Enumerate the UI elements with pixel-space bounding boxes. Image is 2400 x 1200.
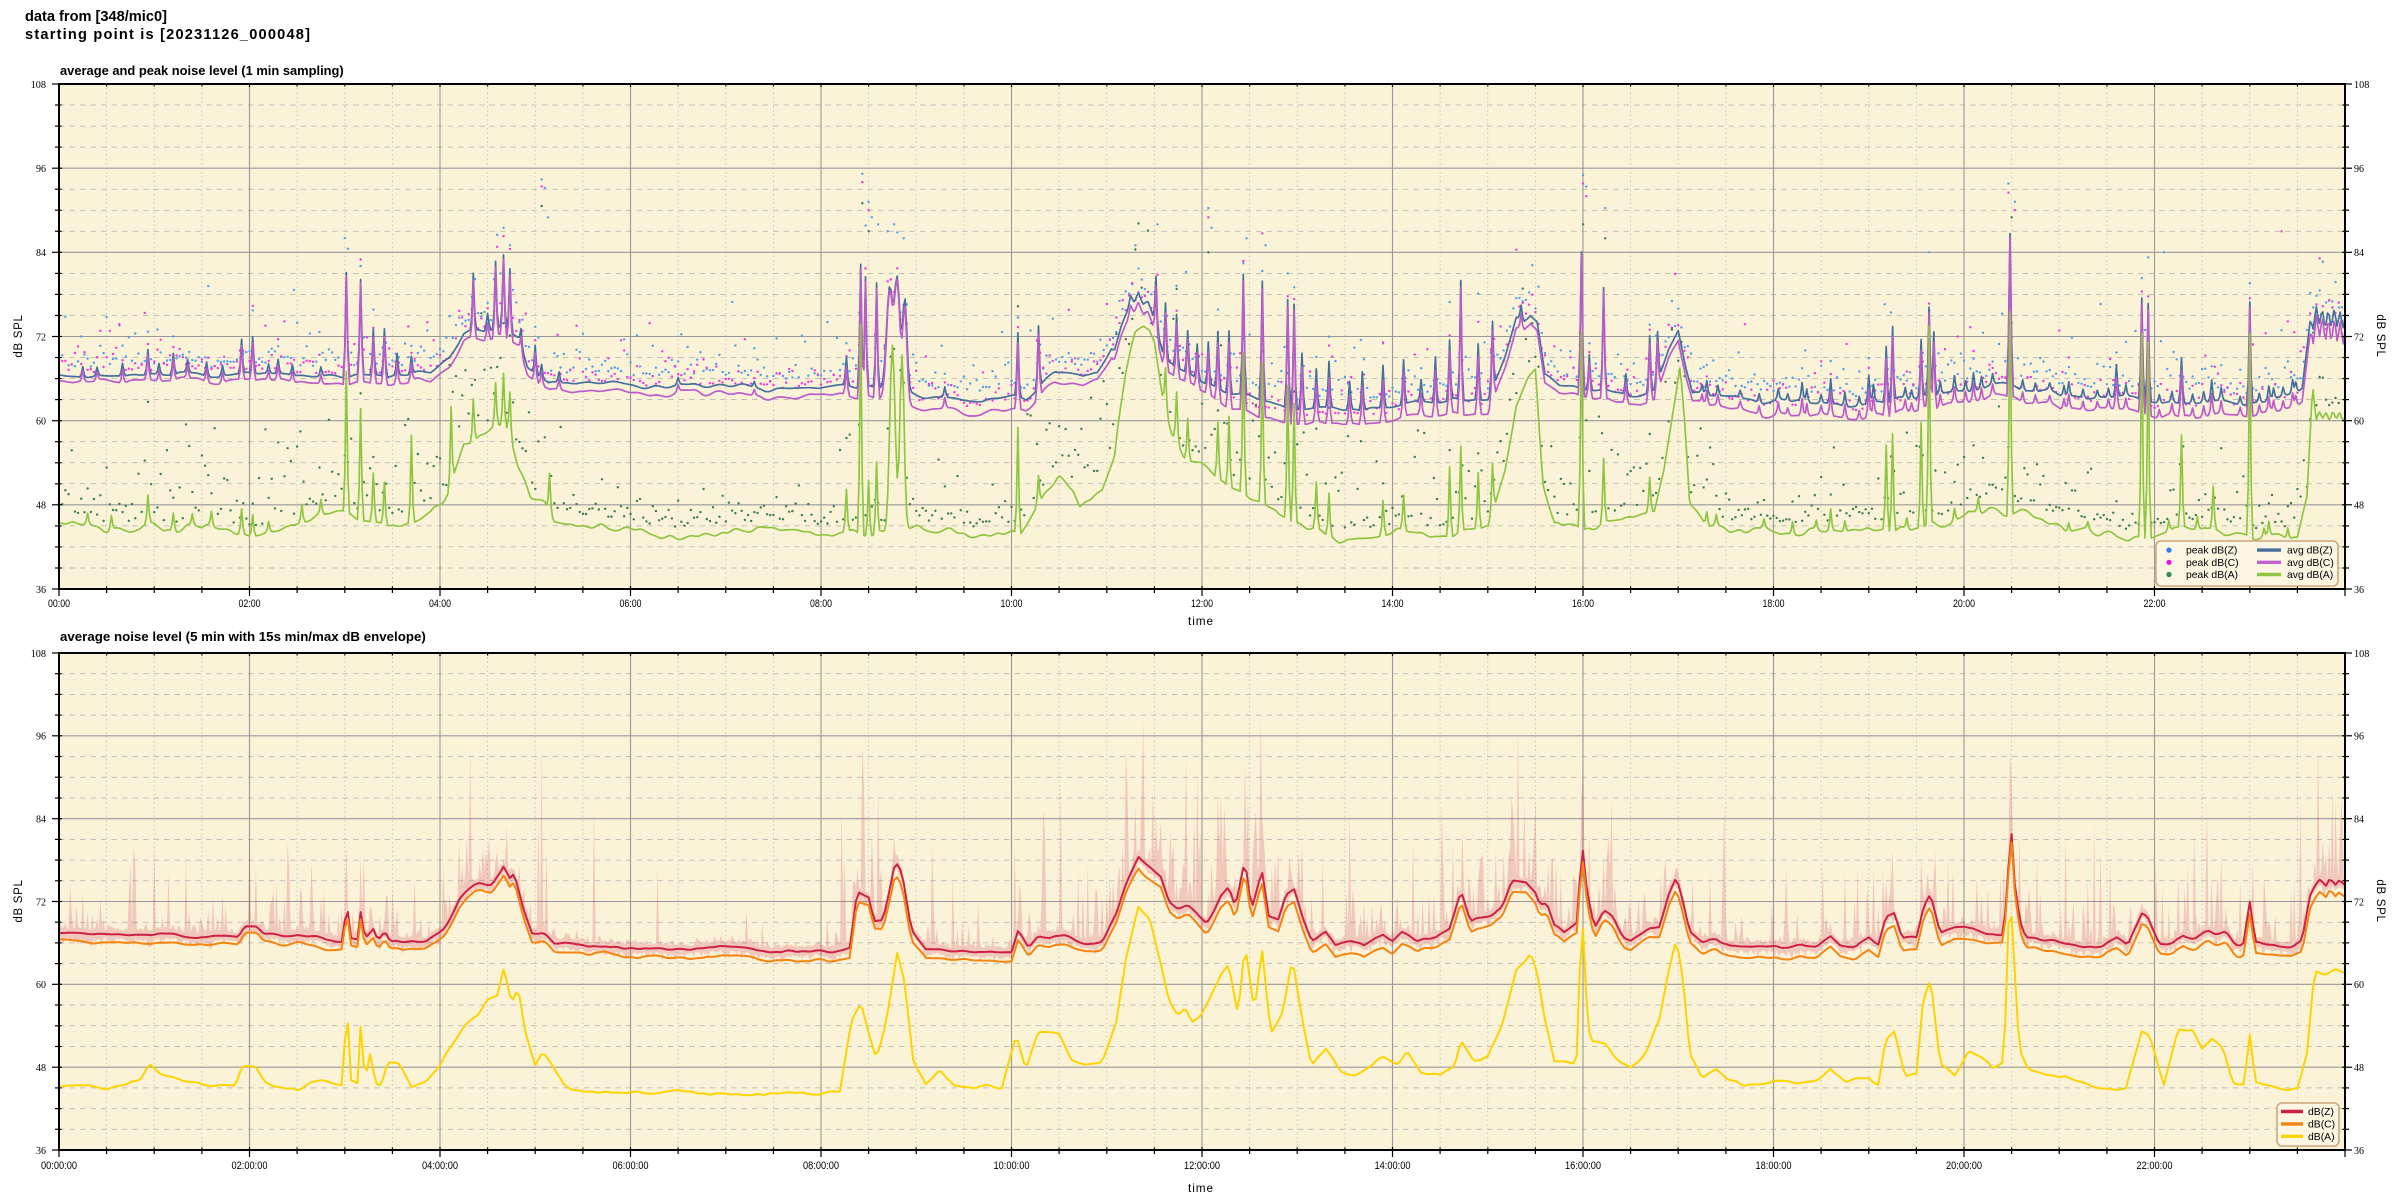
svg-text:36: 36 — [2354, 1145, 2365, 1157]
svg-text:08:00:00: 08:00:00 — [803, 1160, 839, 1172]
svg-text:peak dB(Z): peak dB(Z) — [2186, 546, 2237, 557]
svg-text:48: 48 — [2354, 500, 2364, 512]
svg-text:96: 96 — [36, 163, 47, 175]
svg-text:04:00:00: 04:00:00 — [422, 1160, 458, 1172]
svg-text:02:00: 02:00 — [239, 598, 261, 610]
svg-text:96: 96 — [2354, 731, 2365, 743]
svg-text:dB SPL: dB SPL — [13, 314, 25, 357]
svg-text:10:00:00: 10:00:00 — [994, 1160, 1030, 1172]
svg-text:16:00:00: 16:00:00 — [1565, 1160, 1601, 1172]
svg-text:48: 48 — [2354, 1062, 2364, 1074]
svg-text:84: 84 — [2354, 814, 2365, 826]
svg-text:72: 72 — [2354, 331, 2364, 343]
svg-text:time: time — [1188, 614, 1214, 628]
svg-text:20:00: 20:00 — [1953, 598, 1975, 610]
svg-text:84: 84 — [36, 247, 47, 259]
svg-text:starting point is [20231126_00: starting point is [20231126_000048] — [25, 27, 311, 43]
svg-text:dB SPL: dB SPL — [2374, 314, 2386, 357]
svg-text:84: 84 — [2354, 247, 2365, 259]
svg-text:06:00: 06:00 — [620, 598, 642, 610]
svg-text:peak dB(A): peak dB(A) — [2186, 570, 2238, 581]
svg-text:60: 60 — [2354, 979, 2364, 991]
svg-text:avg dB(C): avg dB(C) — [2287, 558, 2334, 569]
svg-text:14:00: 14:00 — [1382, 598, 1404, 610]
svg-text:72: 72 — [36, 896, 46, 908]
svg-text:60: 60 — [36, 979, 46, 991]
svg-text:00:00: 00:00 — [48, 598, 70, 610]
svg-text:72: 72 — [2354, 896, 2364, 908]
svg-text:dB(Z): dB(Z) — [2308, 1107, 2334, 1118]
svg-text:36: 36 — [36, 1145, 47, 1157]
svg-text:36: 36 — [36, 584, 47, 596]
svg-text:22:00:00: 22:00:00 — [2137, 1160, 2173, 1172]
svg-text:96: 96 — [2354, 163, 2365, 175]
svg-text:72: 72 — [36, 331, 46, 343]
svg-text:dB(A): dB(A) — [2308, 1132, 2335, 1143]
svg-text:avg dB(A): avg dB(A) — [2287, 570, 2333, 581]
svg-text:14:00:00: 14:00:00 — [1375, 1160, 1411, 1172]
svg-text:average and peak noise level (: average and peak noise level (1 min samp… — [60, 63, 344, 78]
svg-text:84: 84 — [36, 814, 47, 826]
svg-text:18:00:00: 18:00:00 — [1756, 1160, 1792, 1172]
svg-text:avg dB(Z): avg dB(Z) — [2287, 546, 2333, 557]
svg-text:08:00: 08:00 — [810, 598, 832, 610]
svg-text:00:00:00: 00:00:00 — [41, 1160, 77, 1172]
svg-text:dB SPL: dB SPL — [13, 879, 25, 922]
svg-text:dB(C): dB(C) — [2308, 1119, 2335, 1130]
svg-text:36: 36 — [2354, 584, 2365, 596]
svg-text:48: 48 — [36, 1062, 46, 1074]
svg-text:06:00:00: 06:00:00 — [613, 1160, 649, 1172]
svg-text:16:00: 16:00 — [1572, 598, 1594, 610]
svg-text:12:00: 12:00 — [1191, 598, 1213, 610]
svg-text:96: 96 — [36, 731, 47, 743]
svg-text:108: 108 — [31, 79, 46, 91]
svg-text:20:00:00: 20:00:00 — [1946, 1160, 1982, 1172]
svg-text:48: 48 — [36, 500, 46, 512]
svg-text:average noise level (5 min wit: average noise level (5 min with 15s min/… — [60, 629, 426, 644]
svg-text:18:00: 18:00 — [1763, 598, 1785, 610]
svg-text:02:00:00: 02:00:00 — [232, 1160, 268, 1172]
svg-text:12:00:00: 12:00:00 — [1184, 1160, 1220, 1172]
svg-text:data from [348/mic0]: data from [348/mic0] — [25, 9, 167, 25]
svg-text:dB SPL: dB SPL — [2374, 879, 2386, 922]
svg-text:22:00: 22:00 — [2144, 598, 2166, 610]
svg-text:60: 60 — [2354, 416, 2364, 428]
svg-text:04:00: 04:00 — [429, 598, 451, 610]
svg-text:108: 108 — [31, 648, 46, 660]
svg-text:10:00: 10:00 — [1001, 598, 1023, 610]
svg-text:60: 60 — [36, 416, 46, 428]
svg-text:108: 108 — [2354, 79, 2369, 91]
svg-text:time: time — [1188, 1181, 1214, 1195]
svg-text:108: 108 — [2354, 648, 2369, 660]
svg-text:peak dB(C): peak dB(C) — [2186, 558, 2239, 569]
